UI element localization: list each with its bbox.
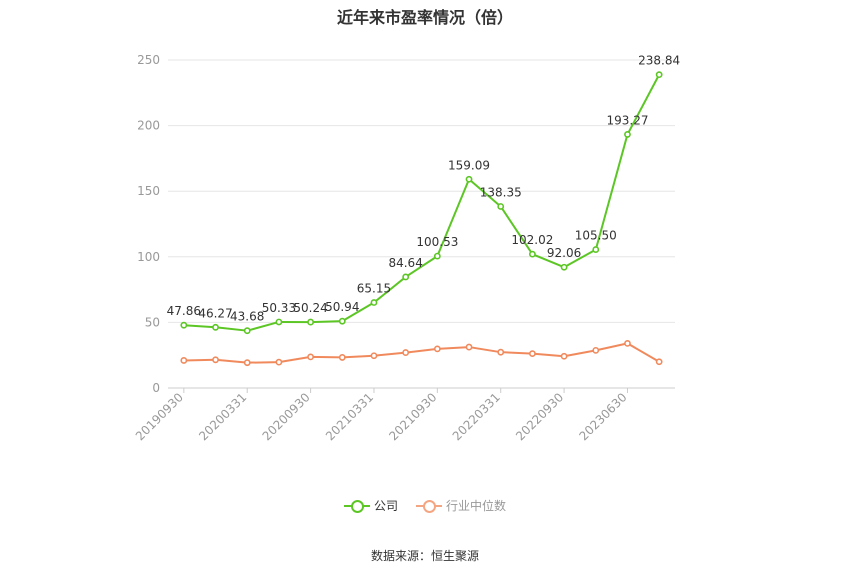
- data-label: 84.64: [388, 256, 422, 270]
- data-point: [243, 359, 251, 367]
- data-label: 193.27: [606, 113, 648, 127]
- data-label: 238.84: [638, 54, 680, 68]
- data-label: 105.50: [575, 229, 617, 243]
- legend-label-company: 公司: [373, 499, 398, 513]
- y-tick-label: 200: [137, 119, 160, 133]
- data-point: [338, 354, 346, 361]
- legend-item-industry[interactable]: 行业中位数: [416, 497, 506, 514]
- data-point: [529, 350, 536, 358]
- data-point: [370, 352, 378, 360]
- data-label: 50.94: [325, 300, 359, 314]
- data-point: [275, 318, 283, 326]
- x-tick-label: 20200930: [260, 390, 313, 443]
- y-tick-label: 250: [137, 53, 160, 67]
- data-label: 65.15: [357, 282, 391, 296]
- x-tick-label: 20210331: [323, 390, 376, 443]
- data-point: [497, 348, 505, 356]
- data-point: [529, 250, 536, 258]
- data-point: [624, 131, 631, 138]
- data-point: [465, 175, 473, 183]
- data-point: [592, 346, 600, 354]
- data-point: [655, 358, 663, 366]
- data-point: [655, 71, 663, 79]
- data-label: 138.35: [480, 185, 522, 199]
- data-point: [212, 323, 219, 331]
- data-point: [497, 203, 505, 210]
- data-point: [338, 317, 346, 325]
- chart-title: 近年来市盈率情况（倍）: [336, 8, 513, 27]
- data-label: 47.86: [167, 304, 201, 318]
- x-tick-label: 20220930: [513, 390, 566, 443]
- legend-item-company[interactable]: 公司: [343, 497, 398, 514]
- legend-line-marker-icon: [343, 499, 370, 513]
- legend-line-marker-icon: [416, 499, 442, 513]
- data-point: [624, 339, 631, 347]
- data-point: [402, 349, 410, 356]
- y-tick-label: 50: [145, 315, 160, 329]
- chart-legend: 公司 行业中位数: [0, 497, 850, 514]
- data-point: [307, 353, 314, 361]
- x-tick-label: 20220331: [450, 390, 503, 443]
- data-label: 102.02: [511, 233, 553, 247]
- data-point: [560, 263, 568, 271]
- data-point: [560, 352, 568, 360]
- data-point: [402, 273, 410, 281]
- data-label: 159.09: [448, 158, 490, 172]
- data-point: [592, 246, 600, 253]
- x-tick-label: 20190930: [133, 390, 186, 443]
- data-point: [433, 345, 441, 353]
- x-tick-label: 20210930: [386, 390, 439, 443]
- data-label: 43.68: [230, 310, 264, 324]
- x-tick-label: 20230630: [577, 390, 630, 443]
- data-source-note: 数据来源：恒生聚源: [370, 549, 479, 563]
- data-point: [433, 252, 441, 260]
- legend-label-industry: 行业中位数: [446, 499, 507, 513]
- data-label: 92.06: [547, 246, 581, 260]
- data-point: [212, 356, 219, 364]
- data-point: [243, 327, 251, 335]
- data-point: [465, 343, 473, 351]
- data-point: [180, 321, 188, 329]
- data-label: 50.24: [293, 301, 327, 315]
- data-point: [307, 318, 314, 326]
- series-line-industry: [183, 342, 660, 364]
- x-tick-label: 20200331: [196, 390, 249, 443]
- y-tick-label: 0: [152, 381, 160, 395]
- series-line-company: [183, 74, 661, 332]
- data-label: 46.27: [198, 306, 232, 320]
- data-point: [370, 299, 378, 306]
- data-point: [275, 358, 283, 366]
- data-label: 100.53: [416, 235, 458, 249]
- data-point: [180, 357, 188, 364]
- y-tick-label: 150: [137, 184, 160, 198]
- y-tick-label: 100: [137, 250, 160, 264]
- data-label: 50.33: [262, 301, 296, 315]
